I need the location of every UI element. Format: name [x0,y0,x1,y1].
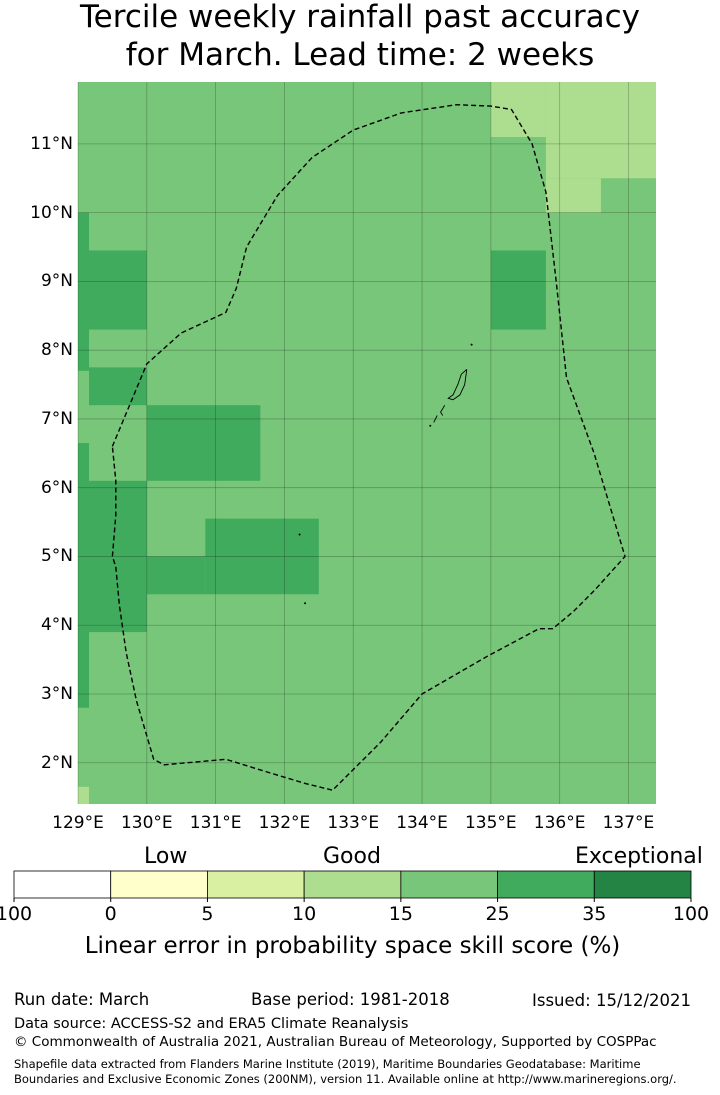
colorbar-tick-label: 15 [388,903,413,925]
colorbar [13,870,692,902]
colorbar-bin-2 [207,870,305,899]
skill-cell-2 [545,178,601,213]
x-tick-label: 131°E [189,813,242,833]
y-tick-label: 10°N [30,202,73,223]
colorbar-tick-label: 5 [201,903,214,925]
map-plot-area [77,82,656,804]
island-dot-1 [470,343,473,346]
x-tick-label: 130°E [120,813,173,833]
skill-cell-3 [78,786,90,804]
base-period: Base period: 1981-2018 [251,990,450,1009]
y-tick-label: 2°N [40,752,73,773]
skill-cell-9 [89,480,147,633]
category-low: Low [144,844,188,869]
colorbar-tick-label: 100 [0,903,33,925]
shapefile-credit-line1: Shapefile data extracted from Flanders M… [14,1057,641,1071]
colorbar-bin-3 [303,870,402,899]
map-title-line2: for March. Lead time: 2 weeks [125,37,595,73]
skill-cell-5 [89,250,147,330]
issued-date: Issued: 15/12/2021 [532,991,692,1010]
x-tick-label: 132°E [258,813,311,833]
island-outline-0 [447,369,468,401]
y-tick-label: 4°N [40,615,73,636]
island-outline-2 [433,415,438,423]
colorbar-bin-0 [13,870,112,899]
colorbar-tick-label: 35 [582,903,607,925]
x-tick-label: 134°E [396,813,448,833]
data-source: Data source: ACCESS-S2 and ERA5 Climate … [14,1016,409,1032]
colorbar-tick-label: 0 [104,903,117,925]
island-dot-3 [304,602,307,605]
x-tick-label: 135°E [464,813,517,833]
colorbar-bin-4 [400,870,498,899]
skill-cell-0 [490,82,546,138]
y-tick-label: 3°N [40,683,73,704]
skill-cell-8 [78,443,90,708]
colorbar-tick-label: 10 [292,903,317,925]
copyright: © Commonwealth of Australia 2021, Austra… [14,1034,657,1050]
skill-cell-12 [490,250,546,330]
skill-cell-1 [545,82,656,179]
category-exceptional: Exceptional [575,844,703,869]
colorbar-bin-6 [593,870,692,899]
category-good: Good [323,844,381,869]
y-tick-label: 11°N [30,133,73,154]
x-tick-label: 129°E [52,813,104,833]
y-tick-label: 7°N [40,408,73,429]
shapefile-credit-line2: Boundaries and Exclusive Economic Zones … [14,1072,677,1086]
skill-cell-11 [205,518,319,595]
colorbar-tick-label: 100 [672,903,710,925]
run-date: Run date: March [14,990,150,1009]
island-dot-2 [298,533,301,536]
x-tick-label: 137°E [602,813,655,833]
map-title: Tercile weekly rainfall past accuracy fo… [0,0,720,74]
skill-cell-10 [146,556,206,595]
eez-boundary-line [111,103,626,791]
x-tick-label: 133°E [327,813,380,833]
colorbar-label: Linear error in probability space skill … [84,933,621,959]
skill-cell-4 [78,212,90,371]
map-title-line1: Tercile weekly rainfall past accuracy [80,0,640,35]
colorbar-bin-1 [110,870,208,899]
island-dot-0 [429,424,432,427]
y-tick-label: 8°N [40,340,73,361]
island-outline-1 [440,404,446,416]
skill-cell-7 [146,405,261,481]
y-tick-label: 6°N [40,477,73,498]
y-tick-label: 5°N [40,546,73,567]
y-tick-label: 9°N [40,271,73,292]
colorbar-bin-5 [497,870,595,899]
x-tick-label: 136°E [533,813,586,833]
colorbar-tick-label: 25 [485,903,510,925]
